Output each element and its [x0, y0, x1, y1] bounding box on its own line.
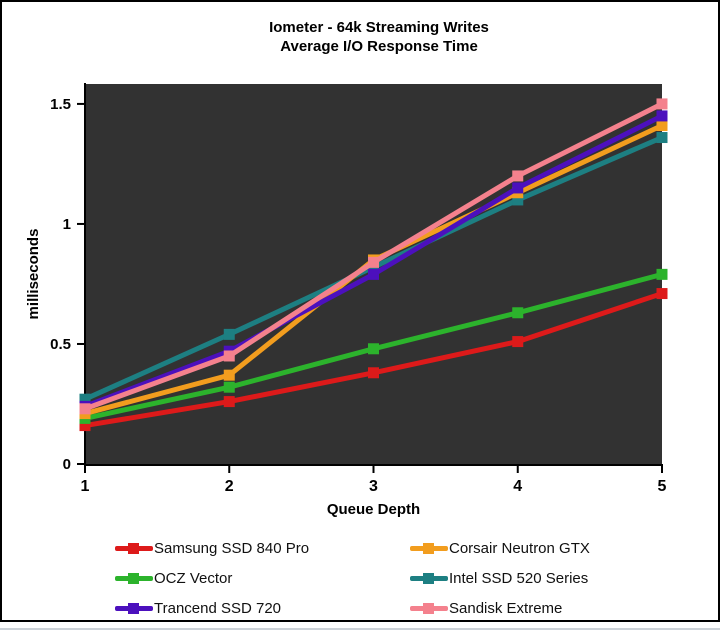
y-axis-tick-label: 1.5: [50, 96, 71, 113]
window-bottom-edge: [0, 628, 720, 630]
y-axis-title: milliseconds: [25, 229, 42, 320]
data-point-marker: [368, 343, 379, 355]
data-point-marker: [656, 268, 668, 280]
legend-line-marker-icon: [410, 603, 448, 615]
legend-square-marker: [128, 543, 139, 554]
legend-line-marker-icon: [410, 573, 448, 585]
data-point-marker: [79, 393, 91, 405]
legend-label: Intel SSD 520 Series: [449, 570, 589, 587]
legend-line-marker-icon: [115, 603, 153, 615]
x-axis-tick-label: 1: [81, 478, 90, 495]
legend-square-marker: [128, 573, 139, 584]
x-axis-tick-label: 3: [369, 478, 378, 495]
legend-square-marker: [423, 573, 434, 584]
legend-label: Corsair Neutron GTX: [449, 540, 590, 557]
legend-label: Trancend SSD 720: [154, 600, 282, 617]
legend-square-marker: [423, 543, 434, 554]
legend-line-marker-icon: [115, 543, 153, 555]
data-point-marker: [512, 194, 524, 206]
chart-title-line2: Average I/O Response Time: [280, 38, 478, 55]
data-point-marker: [368, 256, 379, 268]
data-point-marker: [223, 369, 235, 381]
data-point-marker: [223, 350, 235, 362]
data-point-marker: [656, 132, 668, 144]
data-point-marker: [223, 396, 235, 408]
data-point-marker: [656, 110, 668, 122]
legend-item-ocz-vector: OCZ Vector: [115, 569, 410, 588]
chart-title-line1: Iometer - 64k Streaming Writes: [269, 19, 489, 36]
data-point-marker: [656, 98, 668, 110]
data-point-marker: [368, 268, 379, 280]
data-point-marker: [223, 381, 235, 393]
data-point-marker: [656, 288, 668, 300]
legend-label: Samsung SSD 840 Pro: [154, 540, 310, 557]
legend-line-marker-icon: [410, 543, 448, 555]
legend-label: Sandisk Extreme: [449, 600, 563, 617]
x-axis-tick-label: 2: [225, 478, 234, 495]
legend-label: OCZ Vector: [154, 570, 233, 587]
legend-item-sandisk-extreme: Sandisk Extreme: [410, 599, 675, 618]
data-point-marker: [79, 420, 91, 432]
legend-item-corsair-neutron-gtx: Corsair Neutron GTX: [410, 539, 675, 558]
y-axis-tick-label: 0: [63, 456, 71, 473]
chart-title: Iometer - 64k Streaming Writes Average I…: [39, 18, 719, 56]
x-axis-tick-label: 5: [658, 478, 667, 495]
legend: Samsung SSD 840 Pro Corsair Neutron GTX OC…: [115, 539, 675, 618]
y-axis-tick-label: 0.5: [50, 336, 71, 353]
legend-item-trancend-ssd-720: Trancend SSD 720: [115, 599, 410, 618]
data-point-marker: [223, 328, 235, 340]
data-point-marker: [79, 403, 91, 415]
data-point-marker: [512, 182, 524, 194]
data-point-marker: [368, 367, 379, 379]
legend-item-intel-ssd-520-series: Intel SSD 520 Series: [410, 569, 675, 588]
y-axis-tick-label: 1: [63, 216, 71, 233]
data-point-marker: [512, 336, 524, 348]
x-axis-title: Queue Depth: [327, 501, 420, 518]
legend-item-samsung-ssd-840-pro: Samsung SSD 840 Pro: [115, 539, 410, 558]
x-axis-tick-label: 4: [513, 478, 522, 495]
data-point-marker: [656, 120, 668, 132]
data-point-marker: [512, 307, 524, 319]
legend-line-marker-icon: [115, 573, 153, 585]
data-point-marker: [512, 170, 524, 182]
legend-square-marker: [128, 603, 139, 614]
legend-square-marker: [423, 603, 434, 614]
